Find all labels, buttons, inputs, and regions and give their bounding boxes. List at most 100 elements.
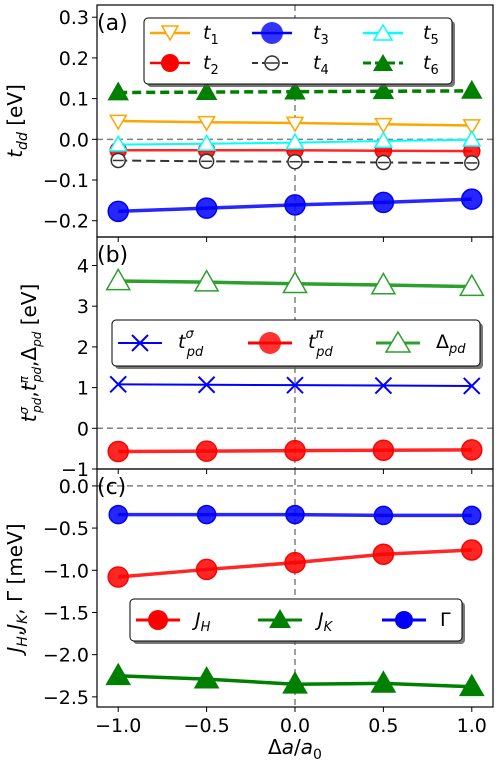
panel-a-series-5-point-4 [373, 131, 394, 148]
panel-a-legend: t1 t2 t3 t4 t5 t6 [143, 17, 455, 87]
panel-c-series-1-point-1 [107, 566, 129, 588]
panel-b-series-3-point-2 [193, 269, 220, 292]
panel-a-series-5-point-3 [285, 132, 305, 150]
panel-c-xtick-label: −1.0 [95, 715, 141, 737]
legend-tpd-pi: tπ pd [308, 327, 334, 360]
legend-tpd-sigma: tσ pd [178, 327, 204, 360]
panel-c-series-3-point-3 [285, 504, 305, 525]
legend-gamma-marker [395, 611, 413, 629]
legend-jk-marker [269, 609, 291, 628]
panel-b-series-1-point-1 [109, 375, 127, 394]
panel-c-series-1-point-5 [461, 539, 483, 561]
panel-b-ytick-label: 4 [77, 255, 89, 277]
panel-b-legend-box [111, 319, 481, 367]
panel-c-ytick-label: −0.5 [43, 518, 89, 540]
legend-tpd-sigma-marker [131, 334, 149, 352]
panel-b-series-2-point-4 [372, 439, 395, 462]
panel-b-series-1-point-3 [286, 376, 304, 394]
panel-a-ytick-label: −0.2 [43, 211, 89, 233]
panel-b-ytick-label: 0 [77, 418, 89, 440]
legend-jh: JH [191, 609, 211, 635]
panel-a-series-5-point-5 [462, 129, 482, 147]
panel-b-series-1-point-5 [463, 377, 481, 395]
panel-c-ytick-label: −2.0 [43, 645, 89, 667]
panel-c-series-2-point-2 [193, 666, 220, 689]
panel-a-label: (a) [97, 11, 128, 36]
panel-a: 0.3 0.2 0.1 0.0 −0.1 −0.2 (a) t1 t2 t3 t4 [3, 4, 494, 242]
panel-a-series-6-point-5 [461, 79, 483, 99]
panel-c-ytick-label: −2.5 [43, 687, 89, 709]
panel-c-ytick-label: 0.0 [59, 476, 89, 498]
panel-a-series-1-point-3 [285, 116, 305, 133]
panel-a-ylabel: tdd [eV] [3, 84, 31, 158]
legend-t5-marker [372, 23, 394, 41]
panel-b-series-3-point-3 [282, 270, 308, 294]
panel-a-series-1-point-5 [462, 119, 482, 135]
legend-t2-marker [161, 54, 179, 72]
panel-b-legend: tσ pd tπ pd Δpd [111, 319, 483, 369]
panel-b-series-3-point-5 [458, 273, 485, 297]
legend-t5-sub: 5 [430, 33, 438, 48]
panel-a-series-5-point-1 [108, 134, 128, 152]
panel-b-label: (b) [97, 243, 128, 268]
panel-b-plot: 4 3 2 1 0 −1 [61, 237, 493, 481]
panel-a-ytick-label: 0.2 [59, 48, 89, 70]
panel-b-series-2-point-2 [195, 440, 218, 462]
panel-a-series-3-point-4 [372, 191, 395, 214]
legend-t1-sub: 1 [210, 33, 218, 48]
panel-a-legend-box [143, 17, 453, 85]
panel-c-series-3-point-1 [108, 504, 128, 525]
panel-a-series-6-point-2 [195, 81, 218, 100]
panel-b-series-3-point-4 [370, 271, 397, 295]
legend-t1: t1 [203, 22, 219, 48]
panel-b-series-2-point-3 [284, 439, 306, 462]
panel-c-xtick-label: −0.5 [184, 715, 230, 737]
legend-t5: t5 [423, 22, 439, 48]
panel-c-series-2-point-1 [105, 662, 132, 686]
panel-c-series-3-point-2 [196, 504, 217, 525]
panel-c-ytick-label: −1.5 [43, 602, 89, 624]
panel-a-series-3-point-5 [461, 188, 483, 210]
panel-a-plot: 0.3 0.2 0.1 0.0 −0.1 −0.2 [43, 5, 493, 242]
panel-c-series-2-point-4 [370, 670, 397, 693]
panel-c: 0.0 −0.5 −1.0 −1.5 −2.0 −2.5 −1.0 −0.5 0.0 0.5 1.0… [3, 468, 494, 762]
legend-t2: t2 [203, 52, 219, 78]
panel-c-plot: 0.0 −0.5 −1.0 −1.5 −2.0 −2.5 −1.0 −0.5 0.0 0.5 1.0 [43, 469, 493, 737]
panel-a-ytick-label: 0.3 [59, 7, 89, 29]
panel-b-ytick-label: 2 [77, 337, 89, 359]
panel-c-series-1-point-4 [372, 543, 395, 565]
panel-a-series-6-point-1 [107, 81, 129, 101]
panel-c-xlabel: Δa/a0 [268, 735, 322, 762]
panel-b-ytick-label: −1 [61, 459, 89, 481]
panel-a-series-6-point-3 [284, 80, 306, 100]
panel-c-xtick-label: 0.0 [280, 715, 310, 737]
panel-c-series-2-point-3 [282, 671, 308, 694]
panel-c-series-2-point-5 [458, 673, 485, 697]
panel-a-series-1-point-1 [108, 114, 128, 131]
panel-c-xtick-label: 1.0 [457, 715, 487, 737]
panel-a-series-1-point-4 [374, 117, 393, 134]
panel-c-legend: JH JK Γ [129, 598, 465, 644]
panel-b-series-1-point-2 [197, 376, 216, 394]
legend-jh-marker [148, 610, 168, 630]
panel-c-ytick-label: −1.0 [43, 560, 89, 582]
legend-jk: JK [314, 609, 334, 635]
panel-b-series-3-point-1 [105, 267, 132, 291]
panel-c-frame [96, 468, 494, 708]
panel-b-ytick-label: 1 [77, 378, 89, 400]
legend-tpd-pi-marker [259, 332, 281, 354]
legend-t3-marker [261, 22, 283, 44]
panel-a-series-3-point-1 [107, 200, 129, 223]
panel-a-ytick-label: 0.0 [59, 129, 89, 151]
panel-b-series-1-point-4 [374, 376, 393, 395]
panel-b-ytick-label: 3 [77, 296, 89, 318]
legend-t4: t4 [313, 52, 329, 78]
legend-delta: Δpd [436, 331, 466, 357]
legend-t4-sub: 4 [320, 63, 328, 78]
panel-a-series-5-point-2 [196, 133, 217, 151]
panel-c-ylabel: JH,JK, Γ [meV] [3, 523, 31, 656]
legend-t6-sub: 6 [430, 63, 438, 78]
legend-delta-marker [384, 330, 412, 353]
panel-a-series-1-point-2 [197, 115, 216, 132]
